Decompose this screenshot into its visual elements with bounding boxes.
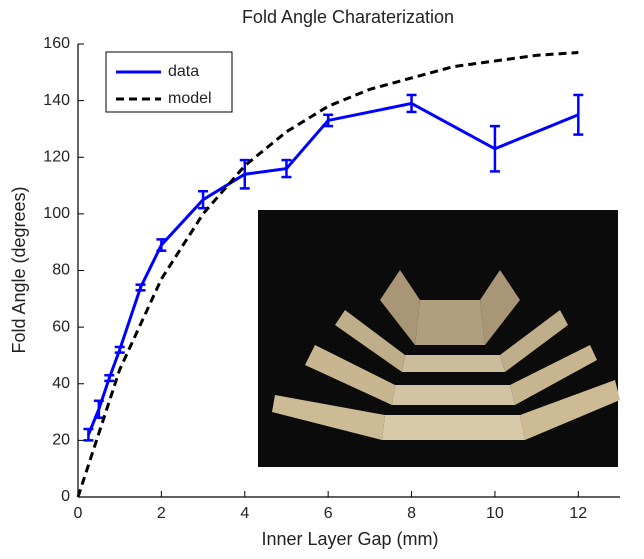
x-tick-label: 0	[74, 505, 83, 522]
photo-panel	[510, 345, 597, 405]
legend-label: data	[168, 63, 199, 80]
y-tick-label: 80	[52, 262, 70, 279]
x-tick-label: 10	[486, 505, 504, 522]
y-tick-label: 120	[43, 148, 70, 165]
error-bar	[406, 93, 417, 114]
inset-photo	[258, 210, 620, 467]
x-axis-label: Inner Layer Gap (mm)	[261, 529, 438, 549]
photo-panel	[392, 385, 515, 405]
y-axis-label: Fold Angle (degrees)	[9, 186, 29, 353]
error-bar	[135, 283, 146, 292]
y-tick-label: 140	[43, 92, 70, 109]
legend-box	[105, 51, 233, 113]
y-tick-label: 60	[52, 318, 70, 335]
y-tick-label: 160	[43, 35, 70, 52]
error-bar	[104, 374, 115, 383]
x-tick-label: 6	[324, 505, 333, 522]
x-tick-label: 2	[157, 505, 166, 522]
x-tick-label: 8	[407, 505, 416, 522]
error-bar	[489, 124, 500, 173]
legend-label: model	[168, 90, 212, 107]
photo-panel	[335, 310, 405, 372]
chart-title: Fold Angle Charaterization	[242, 7, 454, 27]
photo-panel	[415, 300, 485, 345]
photo-panel	[380, 270, 420, 345]
error-bar	[114, 345, 125, 354]
error-bar	[281, 158, 292, 179]
photo-panel	[402, 355, 505, 372]
y-tick-label: 20	[52, 432, 70, 449]
y-tick-label: 0	[61, 488, 70, 505]
photo-panel	[500, 310, 568, 372]
x-tick-label: 12	[569, 505, 587, 522]
error-bar	[156, 238, 167, 252]
error-bar	[239, 158, 250, 190]
series-line	[76, 50, 579, 498]
photo-panel	[305, 345, 395, 405]
error-bar	[573, 93, 584, 136]
photo-panel	[272, 395, 385, 440]
error-bar	[323, 113, 334, 128]
x-tick-label: 4	[240, 505, 249, 522]
y-tick-label: 100	[43, 205, 70, 222]
photo-panel	[480, 270, 520, 345]
error-bar	[93, 399, 104, 419]
error-bar	[83, 427, 94, 442]
photo-panel	[520, 380, 620, 440]
y-tick-label: 40	[52, 375, 70, 392]
photo-panel	[382, 415, 525, 440]
